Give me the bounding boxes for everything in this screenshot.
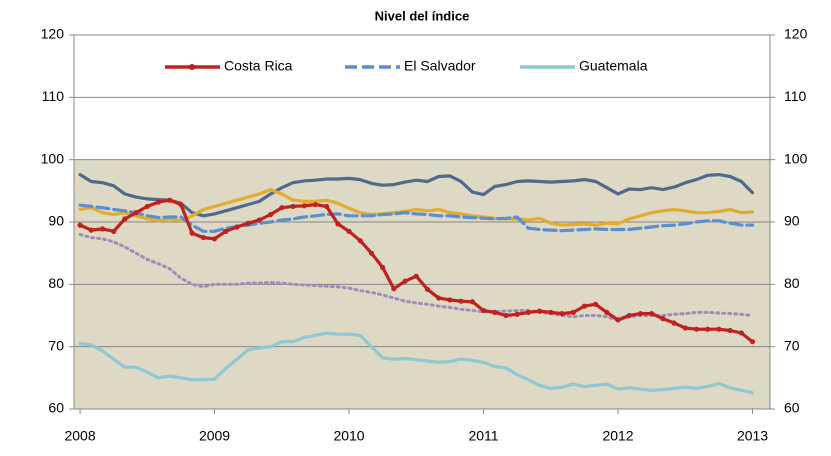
series-marker: [548, 309, 554, 315]
series-marker: [256, 217, 262, 223]
y-tick-label: 90: [48, 213, 64, 229]
series-marker: [301, 203, 307, 209]
x-tick-label: 2009: [199, 428, 230, 444]
series-marker: [660, 316, 666, 322]
series-marker: [223, 228, 229, 234]
series-marker: [727, 327, 733, 334]
series-marker: [167, 197, 173, 203]
legend-marker: [189, 64, 195, 70]
series-marker: [346, 228, 352, 234]
series-marker: [716, 326, 722, 332]
y2-tick-label: 100: [784, 150, 808, 166]
series-marker: [503, 312, 509, 319]
series-marker: [570, 309, 576, 315]
series-marker: [615, 317, 621, 323]
series-marker: [525, 309, 531, 315]
series-marker: [189, 230, 195, 236]
series-marker: [312, 201, 319, 208]
y-tick-label: 60: [48, 400, 64, 416]
series-marker: [649, 311, 655, 317]
series-marker: [77, 222, 83, 228]
legend-label: Costa Rica: [224, 58, 293, 74]
series-marker: [335, 221, 341, 227]
series-marker: [245, 220, 251, 226]
series-marker: [559, 311, 565, 317]
series-marker: [155, 199, 162, 205]
series-marker: [447, 297, 453, 303]
series-marker: [368, 250, 375, 256]
series-line: [78, 173, 755, 218]
series-marker: [323, 203, 330, 210]
series-marker: [391, 286, 397, 292]
series-line: [78, 188, 755, 227]
series-marker: [626, 312, 632, 319]
y-tick-label: 70: [48, 337, 64, 353]
series-marker: [671, 320, 677, 326]
series-marker: [469, 299, 475, 305]
series-line: [78, 331, 755, 395]
y2-tick-label: 110: [784, 88, 807, 104]
series-marker: [413, 273, 419, 279]
series-marker: [592, 301, 599, 307]
y2-tick-label: 90: [784, 213, 800, 229]
x-tick-label: 2011: [468, 428, 498, 444]
series-marker: [200, 234, 206, 241]
series-marker: [693, 326, 700, 332]
y-tick-label: 100: [41, 150, 65, 166]
series-marker: [99, 226, 106, 232]
x-tick-label: 2008: [64, 428, 95, 444]
series-marker: [514, 311, 520, 317]
series-marker: [604, 309, 610, 315]
y2-tick-label: 80: [784, 275, 800, 291]
series-marker: [705, 326, 711, 332]
series-marker: [738, 330, 744, 336]
series-marker: [88, 227, 94, 233]
series-marker: [436, 295, 442, 301]
x-tick-label: 2010: [333, 428, 364, 444]
legend-label: El Salvador: [404, 58, 476, 74]
series-marker: [144, 203, 150, 210]
series-marker: [133, 210, 139, 216]
y2-tick-label: 60: [784, 400, 800, 416]
series-marker: [111, 228, 117, 234]
y-tick-label: 120: [41, 26, 65, 42]
series-marker: [637, 311, 644, 317]
y2-tick-label: 120: [784, 26, 808, 42]
series-marker: [211, 236, 218, 242]
series-marker: [480, 307, 487, 314]
series-marker: [178, 201, 184, 208]
series-marker: [581, 303, 588, 309]
series-marker: [234, 224, 240, 230]
series-marker: [458, 298, 464, 304]
x-tick-label: 2012: [602, 428, 633, 444]
series-marker: [682, 325, 688, 331]
series-marker: [402, 278, 408, 284]
series-marker: [749, 339, 756, 345]
series-marker: [537, 308, 543, 314]
series-marker: [290, 203, 296, 210]
x-tick-label: 2013: [737, 428, 768, 444]
series-marker: [122, 216, 128, 222]
series-marker: [268, 211, 274, 218]
series-marker: [380, 264, 386, 271]
series-line: [78, 203, 755, 233]
y-tick-label: 110: [42, 88, 65, 104]
series-marker: [492, 309, 498, 315]
legend-label: Guatemala: [579, 58, 648, 74]
y2-tick-label: 70: [784, 337, 800, 353]
y-tick-label: 80: [48, 275, 64, 291]
series-marker: [279, 205, 285, 211]
series-marker: [357, 238, 363, 244]
chart-title: Nivel del índice: [375, 8, 470, 23]
series-marker: [424, 286, 431, 292]
